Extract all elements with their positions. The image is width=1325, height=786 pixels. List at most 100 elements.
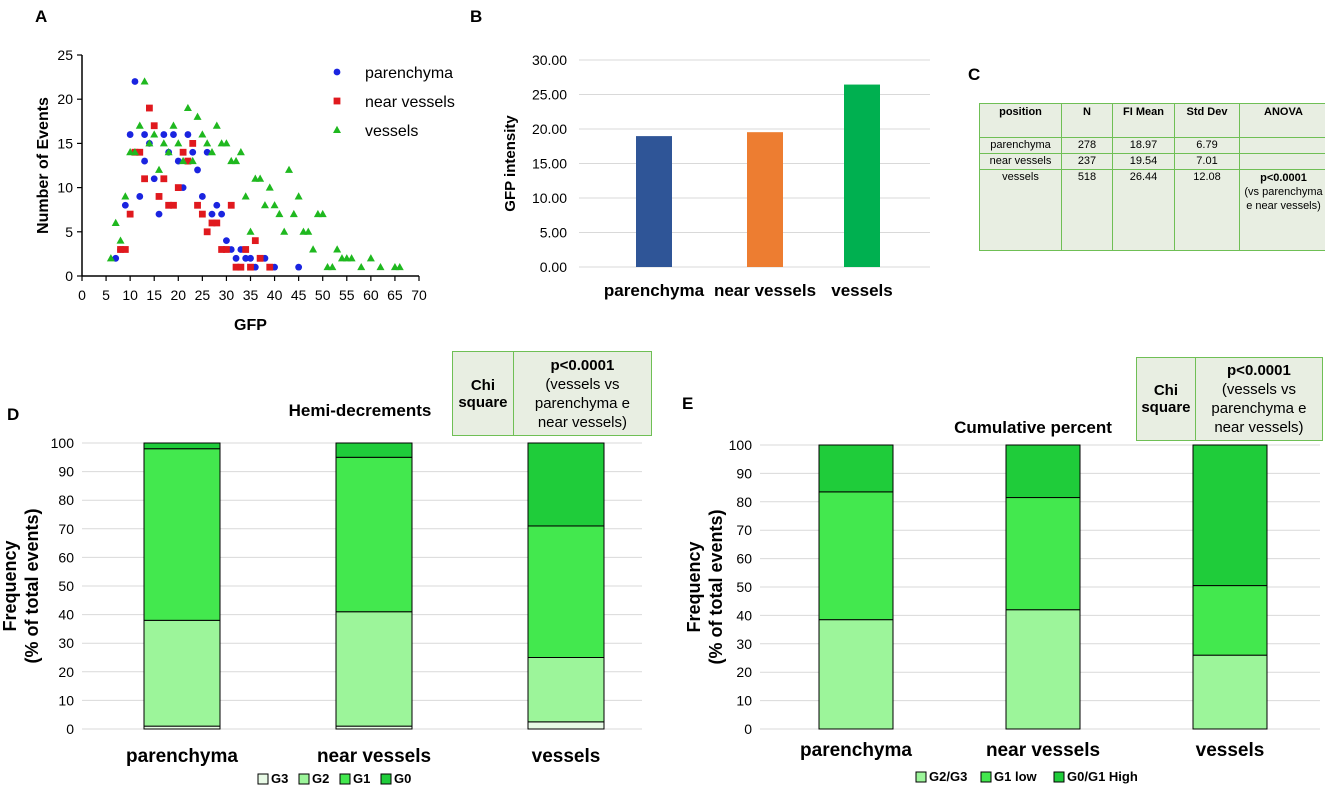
- y-tick-label: 5.00: [540, 225, 567, 241]
- data-point-vessels: [106, 254, 115, 262]
- data-point-parenchyma: [141, 157, 148, 165]
- y-tick-label: 0: [66, 721, 74, 737]
- legend-marker-near-vessels: [333, 97, 341, 105]
- data-point-near-vessels: [256, 254, 264, 262]
- y-tick-label: 30: [736, 636, 752, 652]
- x-tick-label: 55: [339, 287, 355, 303]
- chi-square-box-e: Chi square p<0.0001 (vessels vs parenchy…: [1136, 357, 1324, 441]
- legend-label: G1: [353, 771, 370, 786]
- data-point-parenchyma: [136, 193, 144, 200]
- data-point-parenchyma: [189, 148, 197, 156]
- data-point-vessels: [328, 262, 337, 271]
- data-point-vessels: [318, 209, 327, 218]
- data-point-near-vessels: [227, 201, 235, 209]
- y-tick-label: 40: [736, 607, 752, 623]
- data-point-near-vessels: [189, 140, 197, 147]
- data-point-near-vessels: [179, 148, 187, 156]
- data-point-near-vessels: [266, 263, 274, 271]
- y-tick-label: 70: [58, 521, 74, 537]
- legend-label: G0/G1 High: [1067, 769, 1138, 784]
- panel-letter-b: B: [470, 7, 482, 26]
- data-point-parenchyma: [198, 193, 206, 200]
- bar-vessels: [844, 84, 880, 268]
- y-tick-label: 5: [65, 224, 73, 240]
- data-point-vessels: [289, 209, 298, 218]
- data-point-parenchyma: [194, 166, 201, 174]
- legend-swatch-g0-g1-high: [1053, 771, 1065, 783]
- data-point-parenchyma: [160, 131, 168, 138]
- x-tick-label: vessels: [1196, 740, 1265, 761]
- legend-label: G1 low: [994, 769, 1038, 784]
- x-tick-label: 40: [267, 287, 283, 303]
- legend-swatch-g2: [298, 773, 310, 785]
- y-tick-label: 50: [736, 579, 752, 595]
- col-header-std-dev: Std Dev: [1174, 103, 1240, 138]
- data-point-vessels: [285, 165, 294, 173]
- y-tick-label: 10: [58, 692, 74, 708]
- y-tick-label: 80: [58, 492, 74, 508]
- data-point-vessels: [111, 218, 120, 226]
- panel-letter-e: E: [682, 394, 693, 413]
- legend-label: parenchyma: [365, 65, 453, 82]
- col-header-fi-mean: FI Mean: [1112, 103, 1175, 138]
- x-tick-label: parenchyma: [800, 740, 912, 761]
- y-tick-label: 30.00: [532, 52, 567, 68]
- chart-title: Cumulative percent: [954, 418, 1112, 437]
- data-point-vessels: [198, 130, 207, 138]
- data-point-near-vessels: [247, 263, 254, 271]
- x-tick-label: near vessels: [317, 746, 431, 767]
- stats-table-c: position N FI Mean Std Dev ANOVA parench…: [979, 103, 1325, 251]
- data-point-parenchyma: [184, 131, 192, 138]
- data-point-near-vessels: [213, 219, 221, 227]
- chi-square-value: p<0.0001 (vessels vs parenchyma e near v…: [512, 351, 653, 436]
- data-point-vessels: [376, 262, 385, 271]
- y-tick-label: 15: [57, 135, 73, 151]
- legend-label: G3: [271, 771, 288, 786]
- x-tick-label: near vessels: [986, 740, 1100, 761]
- data-point-parenchyma: [121, 201, 129, 209]
- data-point-near-vessels: [218, 246, 226, 253]
- data-point-vessels: [236, 148, 245, 156]
- data-point-near-vessels: [170, 201, 177, 209]
- data-point-near-vessels: [136, 148, 144, 156]
- bar-segment-g0-near-vessels: [335, 442, 413, 458]
- chi-square-value: p<0.0001 (vessels vs parenchyma e near v…: [1194, 357, 1324, 441]
- data-point-near-vessels: [126, 210, 134, 218]
- legend-label: G0: [394, 771, 411, 786]
- data-point-vessels: [232, 156, 241, 165]
- data-point-vessels: [256, 174, 265, 182]
- data-point-parenchyma: [170, 131, 177, 138]
- data-point-parenchyma: [295, 263, 303, 271]
- data-point-parenchyma: [242, 254, 250, 262]
- legend-label: near vessels: [365, 94, 455, 111]
- bar-segment-g1-parenchyma: [143, 448, 221, 621]
- legend-label: G2/G3: [929, 769, 967, 784]
- data-point-vessels: [150, 130, 159, 138]
- y-tick-label: 60: [736, 551, 752, 567]
- chi-square-label: Chi square: [452, 351, 514, 436]
- x-tick-label: 60: [363, 287, 379, 303]
- data-point-vessels: [212, 121, 221, 129]
- x-tick-label: parenchyma: [126, 746, 238, 767]
- data-point-near-vessels: [160, 175, 168, 183]
- data-point-parenchyma: [213, 201, 221, 209]
- data-point-vessels: [159, 139, 168, 147]
- panel-letter-d: D: [7, 405, 19, 424]
- bar-segment-g2-parenchyma: [143, 619, 221, 727]
- bar-segment-g2-near-vessels: [335, 611, 413, 727]
- bar-chart-b: 0.00 5.00 10.00 15.00 20.00 25.00 30.00 parench…: [502, 52, 930, 300]
- col-header-n: N: [1061, 103, 1113, 138]
- x-tick-label: 20: [170, 287, 186, 303]
- data-point-vessels: [246, 227, 255, 235]
- bar-segment-g0-g1-high-near-vessels: [1005, 444, 1081, 499]
- y-tick-label: 60: [58, 549, 74, 565]
- y-tick-label: 90: [58, 464, 74, 480]
- data-point-near-vessels: [117, 246, 124, 253]
- stacked-bar-chart-e: 0 10 20 30 40 50 60 70 80 90 100 parenchyma near ves…: [684, 418, 1320, 784]
- y-tick-label: 100: [729, 437, 753, 453]
- x-tick-label: 35: [243, 287, 259, 303]
- data-point-parenchyma: [131, 78, 139, 85]
- y-tick-label: 10.00: [532, 190, 567, 206]
- data-point-parenchyma: [141, 131, 148, 138]
